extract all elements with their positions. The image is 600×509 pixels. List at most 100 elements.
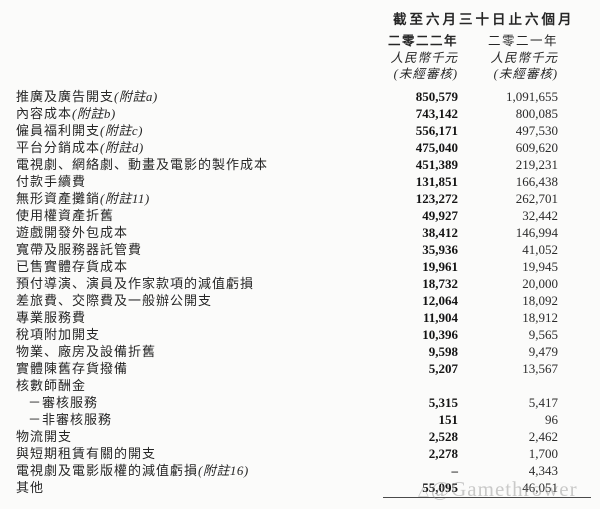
- row-label-wrap: 物業、廠房及設備折舊: [16, 343, 156, 360]
- currency-2022-header: 人民幣千元: [390, 51, 458, 65]
- row-label-wrap: 電視劇及電影版權的減值虧損(附註16): [16, 462, 249, 479]
- row-label: 內容成本: [16, 106, 73, 121]
- table-row: 內容成本(附註b) 743,142 800,085: [0, 105, 600, 122]
- row-value-2021: 46,051: [522, 480, 558, 495]
- row-value-2022: 5,207: [428, 361, 458, 376]
- row-value-2021: 96: [545, 412, 558, 427]
- row-value-2022: 10,396: [422, 327, 458, 342]
- row-value-2021: 5,417: [528, 395, 558, 410]
- row-label: 平台分銷成本: [16, 140, 101, 155]
- row-value-2022: 2,278: [428, 446, 458, 461]
- row-label-wrap: －審核服務: [28, 394, 98, 411]
- row-label: 無形資產攤銷: [16, 191, 101, 206]
- row-value-2022: 11,904: [422, 310, 458, 325]
- row-value-2021: 18,912: [522, 310, 558, 325]
- row-value-2021: 2,462: [528, 429, 558, 444]
- row-value-2021: 262,701: [515, 191, 558, 206]
- row-label-wrap: 電視劇、網絡劇、動畫及電影的製作成本: [16, 156, 268, 173]
- row-label: 電視劇及電影版權的減值虧損: [16, 463, 199, 478]
- table-row: 寬帶及服務器託管費 35,936 41,052: [0, 241, 600, 258]
- row-value-2022: 123,272: [415, 191, 458, 206]
- row-label-wrap: 遊戲開發外包成本: [16, 224, 128, 241]
- row-value-2021: 609,620: [515, 140, 558, 155]
- row-value-2022: 743,142: [415, 106, 458, 121]
- row-label: 遊戲開發外包成本: [16, 225, 129, 240]
- row-label-wrap: －非審核服務: [28, 411, 112, 428]
- table-row: 其他 55,095 46,051: [0, 479, 600, 496]
- total-rule: [383, 497, 591, 498]
- row-value-2021: 166,438: [515, 174, 558, 189]
- table-row: 電視劇、網絡劇、動畫及電影的製作成本 451,389 219,231: [0, 156, 600, 173]
- table-row: 無形資產攤銷(附註11) 123,272 262,701: [0, 190, 600, 207]
- row-value-2022: 12,064: [422, 293, 458, 308]
- row-label: 使用權資產折舊: [16, 208, 115, 223]
- row-value-2022: 19,961: [422, 259, 458, 274]
- row-label: 實體陳舊存貨撥備: [16, 361, 129, 376]
- row-value-2022: 475,040: [415, 140, 458, 155]
- row-value-2021: 146,994: [515, 225, 558, 240]
- year-header-row: 二零二二年 二零二一年: [0, 30, 600, 48]
- row-value-2022: 131,851: [415, 174, 458, 189]
- row-value-2021: 32,442: [522, 208, 558, 223]
- table-row: 平台分銷成本(附註d) 475,040 609,620: [0, 139, 600, 156]
- row-value-2022: 38,412: [422, 225, 458, 240]
- row-label: 推廣及廣告開支: [16, 89, 115, 104]
- row-value-2021: 4,343: [528, 463, 558, 478]
- period-title: 截至六月三十日止六個月: [393, 12, 575, 27]
- row-value-2021: 20,000: [522, 276, 558, 291]
- row-label: 稅項附加開支: [16, 327, 101, 342]
- row-label-wrap: 內容成本(附註b): [16, 105, 116, 122]
- row-label-wrap: 稅項附加開支: [16, 326, 100, 343]
- table-row: 稅項附加開支 10,396 9,565: [0, 326, 600, 343]
- row-value-2022: –: [451, 463, 459, 478]
- table-row: 核數師酬金: [0, 377, 600, 394]
- row-value-2021: 219,231: [515, 157, 558, 172]
- table-row: 已售實體存貨成本 19,961 19,945: [0, 258, 600, 275]
- row-value-2022: 2,528: [428, 429, 458, 444]
- row-label-wrap: 僱員福利開支(附註c): [16, 122, 143, 139]
- row-label-wrap: 實體陳舊存貨撥備: [16, 360, 128, 377]
- row-label: 差旅費、交際費及一般辦公開支: [16, 293, 213, 308]
- watermark-text: @Gamethrower: [430, 477, 578, 501]
- row-value-2021: 800,085: [515, 106, 558, 121]
- row-value-2021: 1,091,655: [506, 89, 558, 104]
- table-row: 實體陳舊存貨撥備 5,207 13,567: [0, 360, 600, 377]
- table-row: 推廣及廣告開支(附註a) 850,579 1,091,655: [0, 88, 600, 105]
- table-row: 專業服務費 11,904 18,912: [0, 309, 600, 326]
- table-row: 付款手續費 131,851 166,438: [0, 173, 600, 190]
- row-label: 已售實體存貨成本: [16, 259, 129, 274]
- row-label-wrap: 無形資產攤銷(附註11): [16, 190, 150, 207]
- row-note: (附註a): [114, 89, 158, 104]
- row-value-2021: 497,530: [515, 123, 558, 138]
- row-note: (附註11): [100, 191, 150, 206]
- row-value-2022: 55,095: [422, 480, 458, 495]
- table-row: 使用權資產折舊 49,927 32,442: [0, 207, 600, 224]
- row-value-2022: 5,315: [428, 395, 458, 410]
- expense-table-body: 推廣及廣告開支(附註a) 850,579 1,091,655 內容成本(附註b)…: [0, 88, 600, 496]
- row-label: 寬帶及服務器託管費: [16, 242, 143, 257]
- row-label-wrap: 專業服務費: [16, 309, 86, 326]
- row-value-2022: 49,927: [422, 208, 458, 223]
- row-value-2022: 35,936: [422, 242, 458, 257]
- row-value-2022: 850,579: [415, 89, 458, 104]
- table-row: 物流開支 2,528 2,462: [0, 428, 600, 445]
- row-label: －非審核服務: [28, 412, 113, 427]
- row-label-wrap: 已售實體存貨成本: [16, 258, 128, 275]
- row-label: 物流開支: [16, 429, 73, 444]
- row-note: (附註b): [72, 106, 116, 121]
- row-note: (附註c): [100, 123, 143, 138]
- row-label: 預付導演、演員及作家款項的減值虧損: [16, 276, 255, 291]
- audit-status-2022-header: (未經審核): [393, 67, 458, 81]
- row-label: 與短期租賃有關的開支: [16, 446, 157, 461]
- table-row: 與短期租賃有關的開支 2,278 1,700: [0, 445, 600, 462]
- row-value-2021: 13,567: [522, 361, 558, 376]
- table-row: －審核服務 5,315 5,417: [0, 394, 600, 411]
- row-value-2021: 41,052: [522, 242, 558, 257]
- currency-2021-header: 人民幣千元: [490, 51, 558, 65]
- watermark: △@Gamethrower: [418, 477, 578, 502]
- row-label-wrap: 其他: [16, 479, 44, 496]
- row-label-wrap: 平台分銷成本(附註d): [16, 139, 144, 156]
- row-label-wrap: 付款手續費: [16, 173, 86, 190]
- row-note: (附註d): [100, 140, 144, 155]
